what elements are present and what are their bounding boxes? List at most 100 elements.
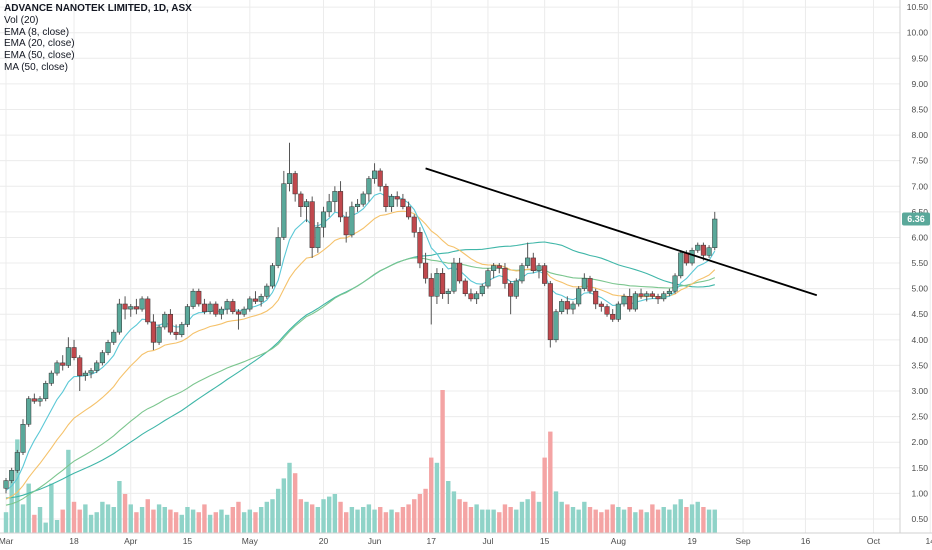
- time-tick-label: 15: [540, 536, 550, 546]
- candle-up: [451, 257, 457, 294]
- volume-bar: [417, 494, 423, 533]
- volume-bar: [49, 483, 54, 533]
- volume-bar: [71, 501, 77, 533]
- candle-body: [610, 313, 616, 320]
- volume-bar: [264, 501, 270, 533]
- price-tick-label: 5.50: [911, 258, 928, 268]
- last-price-badge: 6.36: [902, 212, 930, 226]
- candle-up: [672, 273, 678, 294]
- volume-bar: [548, 431, 553, 533]
- candle-body: [99, 352, 105, 364]
- candle-up: [491, 263, 497, 279]
- volume-bar: [451, 491, 457, 533]
- candle-down: [638, 288, 644, 299]
- candle-body: [360, 193, 366, 205]
- volume-bar: [134, 512, 139, 533]
- volume-bar: [468, 507, 474, 533]
- legend-ma-50[interactable]: MA (50, close): [4, 61, 68, 73]
- candle-up: [695, 242, 701, 253]
- candle-body: [587, 278, 593, 292]
- volume-bar: [287, 462, 292, 533]
- price-tick-label: 8.50: [911, 104, 928, 114]
- candle-down: [564, 296, 570, 315]
- trendline[interactable]: [425, 167, 818, 297]
- price-tick-label: 5.00: [911, 284, 928, 294]
- legend-ema-50[interactable]: EMA (50, close): [4, 50, 75, 62]
- legend-ema-20[interactable]: EMA (20, close): [4, 38, 75, 50]
- candle-body: [604, 306, 610, 315]
- volume-bar: [275, 488, 281, 533]
- time-tick-label: Apr: [124, 536, 137, 546]
- candle-down: [417, 227, 423, 269]
- candle-up: [666, 288, 672, 297]
- candle-body: [26, 398, 32, 425]
- price-tick-label: 6.00: [911, 232, 928, 242]
- candle-body: [111, 331, 117, 343]
- time-tick-label: Aug: [611, 536, 626, 546]
- volume-bar: [338, 501, 343, 533]
- volume-bar: [616, 507, 621, 533]
- candle-body: [372, 170, 378, 179]
- candle-down: [235, 309, 242, 330]
- volume-bar: [60, 509, 65, 533]
- volume-bar: [94, 512, 99, 533]
- candle-body: [417, 232, 423, 264]
- candle-body: [366, 178, 372, 195]
- volume-bar: [236, 501, 241, 533]
- candle-down: [71, 339, 77, 361]
- candle-down: [547, 280, 553, 348]
- legend-ema-8[interactable]: EMA (8, close): [4, 26, 70, 38]
- moving-average-lines: [5, 192, 716, 506]
- candle-body: [156, 326, 162, 343]
- time-tick-label: 14: [925, 536, 932, 546]
- candle-down: [196, 288, 202, 307]
- price-tick-label: 3.00: [911, 386, 928, 396]
- candle-up: [349, 201, 355, 238]
- candle-down: [252, 291, 259, 304]
- downtrend-line: [425, 167, 818, 297]
- candle-up: [37, 396, 43, 407]
- candle-body: [638, 293, 644, 297]
- candle-body: [105, 342, 111, 353]
- volume-bar: [43, 522, 48, 533]
- candle-body: [542, 265, 548, 284]
- candle-down: [173, 324, 179, 340]
- volume-bar: [434, 462, 440, 533]
- price-tick-label: 2.00: [911, 437, 928, 447]
- candle-up: [111, 329, 117, 345]
- ema-50-line: [5, 257, 716, 506]
- legend-volume[interactable]: Vol (20): [4, 14, 39, 26]
- volume-bar: [593, 509, 598, 533]
- volume-bar: [105, 504, 111, 533]
- candle-up: [326, 193, 332, 217]
- price-axis[interactable]: 0.50 1.00 1.50 2.00 2.50 3.00 3.50 4.00 4.50 5.00…: [907, 2, 929, 524]
- candle-up: [26, 396, 32, 427]
- volume-bar: [145, 499, 150, 533]
- time-axis[interactable]: Mar 18 Apr 15 May 20 Jun 17 Jul 15 Aug 19 Sep 16 Oct 14: [0, 536, 932, 546]
- candle-body: [570, 303, 576, 310]
- price-tick-label: 9.50: [911, 53, 928, 63]
- ma-50-line: [5, 241, 715, 499]
- volume-bar: [77, 509, 82, 533]
- volume-bar: [37, 507, 43, 533]
- volume-bar: [66, 449, 71, 533]
- candle-body: [598, 303, 604, 307]
- candle-up: [20, 419, 26, 455]
- candle-up: [264, 283, 270, 299]
- volume-bar: [689, 504, 695, 533]
- volume-bar: [502, 504, 508, 533]
- candle-up: [366, 176, 372, 202]
- candle-down: [150, 314, 156, 351]
- candle-body: [445, 290, 451, 295]
- candle-up: [43, 380, 49, 402]
- price-tick-label: 9.00: [911, 79, 928, 89]
- candle-body: [292, 173, 298, 195]
- candle-up: [570, 301, 576, 315]
- volume-bar: [655, 509, 661, 533]
- candle-body: [264, 285, 270, 297]
- candle-body: [54, 362, 60, 374]
- volume-bar: [162, 507, 167, 533]
- volume-bar: [378, 507, 383, 533]
- symbol-title[interactable]: ADVANCE NANOTEK LIMITED, 1D, ASX: [4, 3, 192, 14]
